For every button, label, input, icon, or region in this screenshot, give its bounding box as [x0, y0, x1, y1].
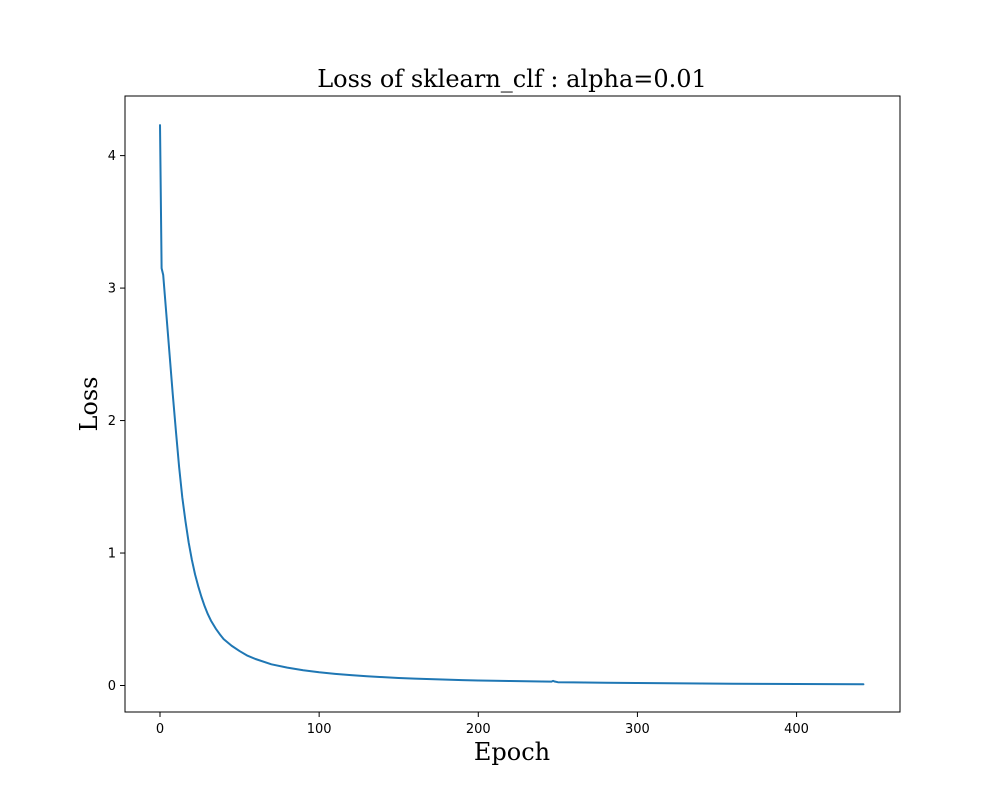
y-tick-label: 4 — [108, 149, 116, 164]
series-line-loss — [159, 124, 865, 686]
x-axis-label: Epoch — [474, 738, 550, 766]
plot-frame — [124, 95, 901, 713]
chart-title: Loss of sklearn_clf : alpha=0.01 — [317, 65, 707, 93]
x-tick-label: 100 — [307, 722, 332, 737]
y-tick-label: 3 — [108, 282, 116, 297]
y-tick-label: 0 — [108, 679, 116, 694]
y-tick-label: 1 — [108, 547, 116, 562]
y-axis-ticks: 0 1 2 3 4 — [108, 149, 125, 694]
x-tick-label: 300 — [625, 722, 650, 737]
x-tick-label: 0 — [156, 722, 164, 737]
x-axis-ticks: 0 100 200 300 400 — [156, 712, 809, 737]
x-tick-label: 200 — [466, 722, 491, 737]
x-tick-label: 400 — [784, 722, 809, 737]
y-axis-label: Loss — [75, 376, 103, 431]
y-tick-label: 2 — [108, 414, 116, 429]
